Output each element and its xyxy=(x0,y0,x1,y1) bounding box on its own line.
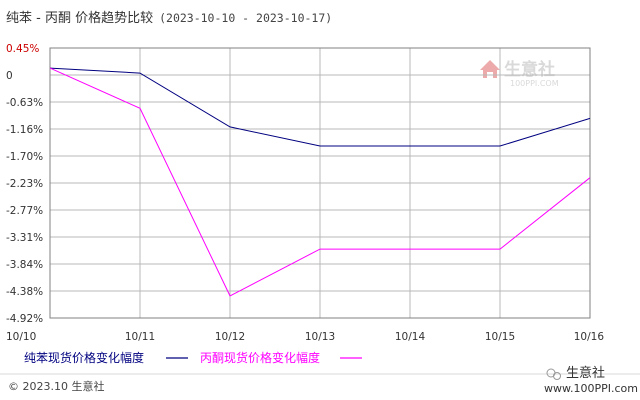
y-tick-label: -4.38% xyxy=(6,286,43,298)
chart-date-range: (2023-10-10 - 2023-10-17) xyxy=(159,11,332,25)
x-tick-label: 10/10 xyxy=(6,331,36,343)
series-line-0 xyxy=(49,67,591,147)
series-line-1 xyxy=(49,67,591,297)
footer-url: www.100PPI.com xyxy=(544,382,638,395)
x-axis-ticks: 10/10 10/11 10/12 10/13 10/14 10/15 10/16 xyxy=(6,331,604,343)
plot-border xyxy=(49,47,591,319)
legend: 纯苯现货价格变化幅度 丙酮现货价格变化幅度 xyxy=(24,350,362,365)
x-tick-label: 10/16 xyxy=(574,331,605,343)
watermark-name: 生意社 xyxy=(504,59,555,80)
svg-text:纯苯 - 丙酮 价格趋势比较(2023-10-10 - 20: 纯苯 - 丙酮 价格趋势比较 (2023-10-10 - 2023-10-17) xyxy=(6,10,332,26)
y-tick-label: -2.23% xyxy=(6,178,43,190)
y-tick-label: 0.45% xyxy=(6,43,39,55)
plot-grid xyxy=(49,47,591,319)
series-lines xyxy=(49,67,591,297)
watermark-url: 100PPI.COM xyxy=(510,79,559,88)
y-tick-label: -1.16% xyxy=(6,124,43,136)
y-tick-label: -3.84% xyxy=(6,259,43,271)
watermark-logo: 生意社 100PPI.COM xyxy=(480,59,559,88)
footer-brand: 生意社 xyxy=(566,365,605,381)
y-tick-label: -3.31% xyxy=(6,232,43,244)
x-tick-label: 10/13 xyxy=(305,331,335,343)
y-tick-label: -2.77% xyxy=(6,205,43,217)
y-tick-label: -4.92% xyxy=(6,313,43,325)
y-tick-label: 0 xyxy=(6,70,13,82)
wechat-icon xyxy=(546,368,561,380)
y-axis-ticks: 0.45% 0 -0.63% -1.16% -1.70% -2.23% -2.77% -3.3… xyxy=(6,43,43,325)
x-tick-label: 10/14 xyxy=(395,331,426,343)
y-tick-label: -1.70% xyxy=(6,151,43,163)
x-tick-label: 10/11 xyxy=(125,331,155,343)
y-tick-label: -0.63% xyxy=(6,97,43,109)
chart-title: 纯苯 - 丙酮 价格趋势比较 xyxy=(6,10,153,26)
legend-label-series-0: 纯苯现货价格变化幅度 xyxy=(24,350,144,365)
x-tick-label: 10/15 xyxy=(485,331,515,343)
footer-copyright: © 2023.10 生意社 xyxy=(8,379,104,393)
x-tick-label: 10/12 xyxy=(215,331,245,343)
legend-label-series-1: 丙酮现货价格变化幅度 xyxy=(200,350,320,365)
